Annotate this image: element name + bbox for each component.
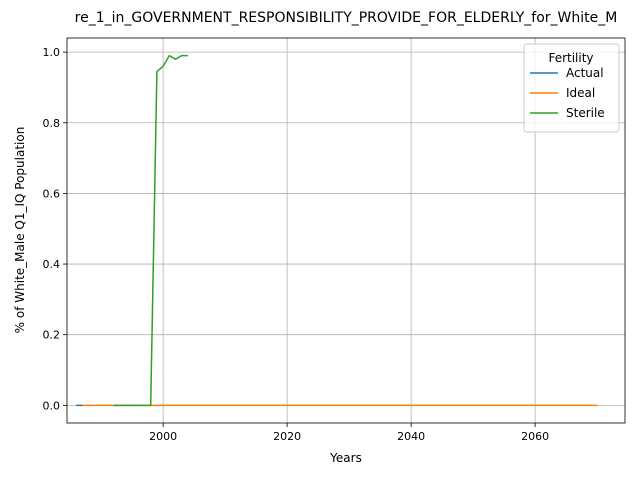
axes-frame [66, 37, 626, 424]
y-tick-label: 0.0 [43, 399, 61, 412]
legend-label-sterile: Sterile [566, 106, 605, 120]
x-tick-label: 2000 [149, 430, 177, 443]
x-tick-label: 2020 [273, 430, 301, 443]
legend-label-actual: Actual [566, 66, 604, 80]
y-axis-label: % of White_Male Q1_IQ Population [13, 127, 27, 334]
x-axis-ticks: 2000 2020 2040 2060 [149, 423, 549, 443]
legend-title: Fertility [548, 51, 593, 65]
x-tick-label: 2060 [521, 430, 549, 443]
y-tick-label: 0.6 [43, 187, 61, 200]
legend-label-ideal: Ideal [566, 86, 595, 100]
series-line-sterile [113, 54, 188, 407]
y-tick-label: 1.0 [43, 46, 61, 59]
series-layer [76, 54, 598, 407]
x-axis-label: Years [329, 451, 362, 465]
y-tick-label: 0.4 [43, 258, 61, 271]
legend-box [523, 43, 620, 133]
x-tick-label: 2040 [397, 430, 425, 443]
y-tick-label: 0.2 [43, 329, 61, 342]
legend: Fertility Actual Ideal Sterile [523, 43, 620, 133]
y-axis-ticks: 0.0 0.2 0.4 0.6 0.8 1.0 [43, 46, 67, 412]
chart-title: re_1_in_GOVERNMENT_RESPONSIBILITY_PROVID… [75, 10, 618, 26]
y-tick-label: 0.8 [43, 117, 61, 130]
